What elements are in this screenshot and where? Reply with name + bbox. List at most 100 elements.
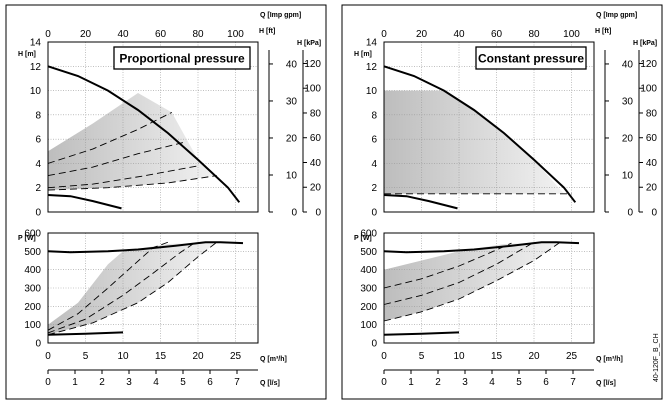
x-tick-label: 0 bbox=[381, 351, 387, 362]
y-tick-label: 8 bbox=[35, 110, 41, 121]
ft-tick-label: 30 bbox=[622, 96, 634, 107]
y-tick-label: 4 bbox=[371, 159, 377, 170]
y-tick-label: 10 bbox=[30, 86, 42, 97]
kpa-tick-label: 60 bbox=[646, 133, 658, 144]
ft-tick-label: 10 bbox=[286, 170, 298, 181]
kpa-tick-label: 80 bbox=[310, 108, 322, 119]
kpa-tick-label: 20 bbox=[646, 183, 658, 194]
ls-tick-label: 2 bbox=[435, 377, 441, 388]
ft-tick-label: 40 bbox=[286, 59, 298, 70]
x-tick-label: 80 bbox=[528, 29, 540, 40]
power-min-curve bbox=[47, 331, 124, 336]
y-tick-label: 400 bbox=[24, 265, 41, 276]
x-tick-label: 25 bbox=[566, 351, 578, 362]
x-axis-label: Q [m³/h] bbox=[596, 356, 623, 363]
kpa-tick-label: 0 bbox=[651, 208, 657, 219]
ls-tick-label: 0 bbox=[381, 377, 387, 388]
y-tick-label: 10 bbox=[366, 86, 378, 97]
y-tick-label: 0 bbox=[371, 208, 377, 219]
kpa-tick-label: 100 bbox=[640, 84, 657, 95]
kpa-tick-label: 120 bbox=[640, 59, 657, 70]
kpa-tick-label: 40 bbox=[646, 158, 658, 169]
x-tick-label: 5 bbox=[83, 351, 89, 362]
control-curve bbox=[47, 141, 187, 177]
y-tick-label: 6 bbox=[35, 135, 41, 146]
ls-tick-label: 0 bbox=[45, 377, 51, 388]
kpa-tick-label: 0 bbox=[315, 208, 321, 219]
y-tick-label: 600 bbox=[24, 229, 41, 240]
power-range-area bbox=[48, 242, 217, 335]
operating-range-area bbox=[48, 93, 217, 191]
ls-tick-label: 6 bbox=[207, 377, 213, 388]
x-tick-label: 100 bbox=[563, 29, 580, 40]
ft-tick-label: 20 bbox=[286, 133, 298, 144]
x-tick-label: 0 bbox=[381, 29, 387, 40]
plot-area-border bbox=[383, 41, 595, 213]
ft-tick-label: 30 bbox=[286, 96, 298, 107]
x-tick-label: 0 bbox=[45, 29, 51, 40]
kpa-tick-label: 60 bbox=[310, 133, 322, 144]
y-tick-label: 200 bbox=[360, 302, 377, 313]
y-tick-label: 100 bbox=[360, 320, 377, 331]
ls-axis-label: Q [l/s] bbox=[596, 380, 616, 387]
ft-axis-label: H [ft] bbox=[259, 28, 275, 35]
min-curve bbox=[47, 194, 122, 210]
power-control-curve bbox=[383, 241, 561, 322]
ft-tick-label: 40 bbox=[622, 59, 634, 70]
ft-tick-label: 0 bbox=[627, 208, 633, 219]
y-axis-label: H [m] bbox=[354, 51, 372, 58]
plot-area-border bbox=[47, 41, 259, 213]
ls-tick-label: 4 bbox=[489, 377, 495, 388]
x-tick-label: 15 bbox=[155, 351, 167, 362]
kpa-tick-label: 100 bbox=[304, 84, 321, 95]
x-tick-label: 20 bbox=[528, 351, 540, 362]
x-tick-label: 20 bbox=[416, 29, 428, 40]
power-max-curve bbox=[47, 241, 244, 254]
power-min-curve bbox=[383, 331, 460, 336]
power-control-curve bbox=[47, 242, 195, 334]
kpa-axis-label: H [kPa] bbox=[633, 40, 657, 47]
x-tick-label: 40 bbox=[453, 29, 465, 40]
kpa-axis-label: H [kPa] bbox=[297, 40, 321, 47]
panel-frame bbox=[341, 4, 663, 400]
x-tick-label: 60 bbox=[491, 29, 503, 40]
ft-tick-label: 20 bbox=[622, 133, 634, 144]
operating-range-area bbox=[384, 90, 564, 194]
ls-tick-label: 4 bbox=[153, 377, 159, 388]
kpa-tick-label: 80 bbox=[646, 108, 658, 119]
power-control-curve bbox=[383, 241, 535, 305]
ls-tick-label: 3 bbox=[462, 377, 468, 388]
y-tick-label: 0 bbox=[35, 339, 41, 350]
x-tick-label: 5 bbox=[419, 351, 425, 362]
x-tick-label: 40 bbox=[117, 29, 129, 40]
document-code: 40-120F_B_CH bbox=[653, 333, 660, 382]
x-axis-label: Q [Imp gpm] bbox=[596, 12, 637, 19]
control-curve bbox=[47, 165, 199, 189]
y-axis-label: P [W] bbox=[18, 235, 36, 242]
y-tick-label: 8 bbox=[371, 110, 377, 121]
y-tick-label: 100 bbox=[24, 320, 41, 331]
ls-tick-label: 2 bbox=[99, 377, 105, 388]
power-control-curve bbox=[47, 241, 218, 336]
y-tick-label: 600 bbox=[360, 229, 377, 240]
x-tick-label: 20 bbox=[192, 351, 204, 362]
y-tick-label: 12 bbox=[30, 62, 42, 73]
y-tick-label: 6 bbox=[371, 135, 377, 146]
y-tick-label: 0 bbox=[371, 339, 377, 350]
ls-tick-label: 5 bbox=[180, 377, 186, 388]
title-box bbox=[475, 46, 587, 70]
kpa-tick-label: 120 bbox=[304, 59, 321, 70]
x-axis-label: Q [Imp gpm] bbox=[260, 12, 301, 19]
y-tick-label: 12 bbox=[366, 62, 378, 73]
y-tick-label: 4 bbox=[35, 159, 41, 170]
y-tick-label: 300 bbox=[360, 284, 377, 295]
x-tick-label: 80 bbox=[192, 29, 204, 40]
y-axis-label: H [m] bbox=[18, 51, 36, 58]
control-curve bbox=[47, 175, 217, 191]
ls-axis-label: Q [l/s] bbox=[260, 380, 280, 387]
ls-tick-label: 3 bbox=[126, 377, 132, 388]
y-tick-label: 14 bbox=[30, 38, 42, 49]
chart-title: Proportional pressure bbox=[119, 52, 245, 66]
